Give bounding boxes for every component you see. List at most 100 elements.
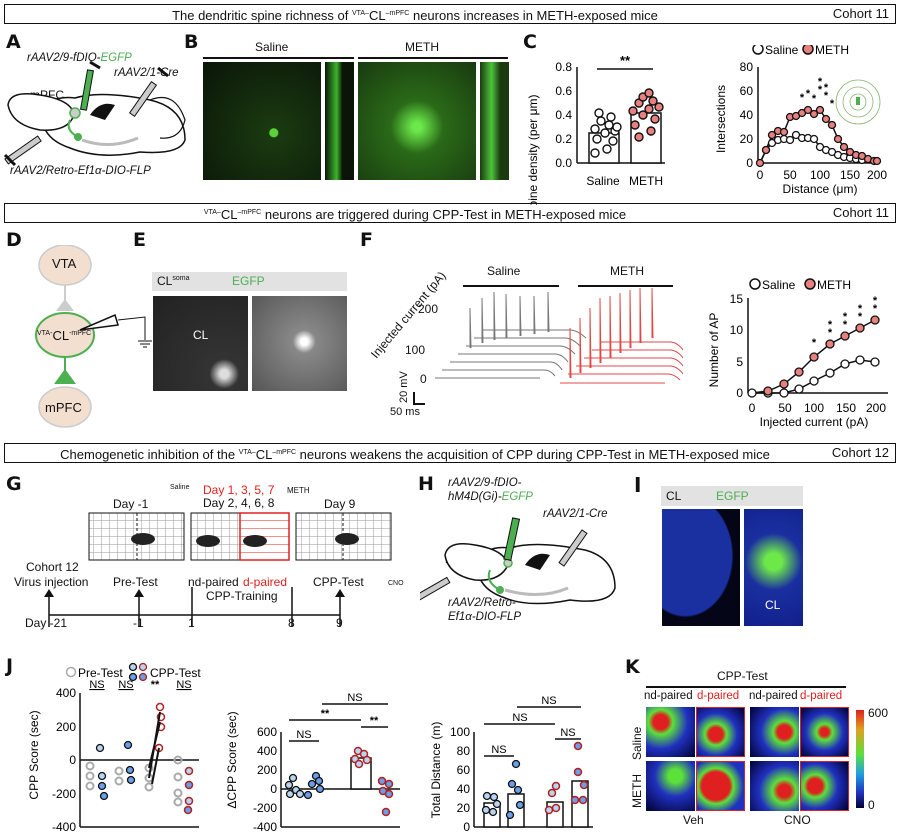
svg-text:*: * xyxy=(806,88,811,100)
panel-letter-b: B xyxy=(184,31,199,53)
banner-title: The dendritic spine richness of VTA–CL–m… xyxy=(5,5,825,24)
virus-label-flp-a: rAAV2/Retro- xyxy=(448,597,516,609)
svg-text:60: 60 xyxy=(457,763,471,777)
tick: 200 xyxy=(418,302,439,316)
heatmap-cell xyxy=(646,707,695,757)
text: EGFP xyxy=(501,491,533,503)
row-meth: METH xyxy=(630,774,644,808)
svg-text:Total Distance (m): Total Distance (m) xyxy=(429,722,443,819)
banner-text: Chemogenetic inhibition of the xyxy=(60,447,239,462)
svg-text:**: ** xyxy=(151,679,160,691)
micrograph-saline xyxy=(203,62,321,180)
panel-letter-a: A xyxy=(6,31,21,53)
cohort-label: Cohort 11 xyxy=(832,6,889,21)
y-axis-label: Spine density (per μm) xyxy=(526,95,540,205)
heatmap-cell xyxy=(696,761,745,811)
micrograph-cl-soma xyxy=(153,296,248,391)
banner-text: CL xyxy=(369,8,386,23)
svg-text:200: 200 xyxy=(257,763,277,777)
svg-text:NS: NS xyxy=(560,727,575,739)
scale-bar xyxy=(413,403,425,405)
cohort-label: Cohort 12 xyxy=(831,445,889,460)
d-paired-label: d-paired xyxy=(243,575,288,589)
text: rAAV2/9-fDIO- xyxy=(27,52,101,64)
svg-text:*: * xyxy=(858,311,863,323)
tick: 0 xyxy=(420,372,427,386)
svg-text:200: 200 xyxy=(866,401,886,415)
svg-text:5: 5 xyxy=(736,355,743,369)
nd-paired-label: nd-paired xyxy=(188,575,239,589)
node-vta: VTA xyxy=(52,256,77,271)
chart-j: Pre-Test CPP-Test CPP Score (sec) 400200… xyxy=(27,662,593,834)
svg-text:NS: NS xyxy=(347,692,362,704)
svg-text:*: * xyxy=(818,84,823,96)
chart-c: Spine density (per μm) 0.0 0.2 0.4 0.6 0.8 *… xyxy=(526,45,887,205)
svg-text:0.4: 0.4 xyxy=(555,108,572,122)
svg-text:METH: METH xyxy=(629,174,663,188)
col-d-paired: d-paired xyxy=(800,690,843,702)
banner-title: VTA–CL–mPFC neurons are triggered during… xyxy=(5,204,825,223)
svg-text:-400: -400 xyxy=(253,820,277,834)
svg-text:200: 200 xyxy=(867,168,887,182)
brain-diagram-a xyxy=(3,60,186,167)
svg-text:100: 100 xyxy=(450,725,470,739)
node-vta-cl-mpfc: VTA-CL-mPFC xyxy=(37,328,91,343)
group-bar xyxy=(203,57,354,59)
sup: –mPFC xyxy=(272,449,297,456)
svg-text:80: 80 xyxy=(457,744,471,758)
row-saline: Saline xyxy=(630,726,644,760)
svg-text:*: * xyxy=(812,337,817,349)
header-bar-i xyxy=(661,486,803,506)
panel-letter-i: I xyxy=(634,473,642,497)
svg-text:NS: NS xyxy=(176,679,191,691)
svg-text:**: ** xyxy=(321,708,330,720)
svg-text:*: * xyxy=(830,98,835,110)
svg-text:40: 40 xyxy=(740,108,754,122)
spike-traces xyxy=(435,288,684,384)
banner-text: neurons are triggered during CPP-Test in… xyxy=(261,207,627,222)
day-pretest: Day -1 xyxy=(113,497,149,511)
heatmap-cell xyxy=(750,761,799,811)
svg-text:*: * xyxy=(812,93,817,105)
svg-text:CPP-Test: CPP-Test xyxy=(150,666,201,680)
svg-text:NS: NS xyxy=(89,679,104,691)
text: CL xyxy=(157,274,173,288)
svg-text:*: * xyxy=(828,319,833,331)
banner-text: CL xyxy=(255,447,273,462)
svg-text:100: 100 xyxy=(804,401,824,415)
trace-group-saline: Saline xyxy=(487,264,521,278)
svg-text:Saline: Saline xyxy=(765,45,799,57)
injection-label-saline: Saline xyxy=(170,484,190,491)
cpp-apparatus-diagram xyxy=(88,512,392,561)
svg-text:Number of AP: Number of AP xyxy=(707,313,721,388)
pretest-label: Pre-Test xyxy=(113,575,158,589)
svg-text:0: 0 xyxy=(69,753,76,767)
micrograph-meth-zoom xyxy=(480,62,509,180)
scale-max-label: 600 xyxy=(868,706,889,720)
heatmap-cell xyxy=(800,707,849,757)
trace-group-meth: METH xyxy=(610,264,644,278)
panel-letter-g: G xyxy=(6,473,22,495)
heatmap-cell xyxy=(800,761,849,811)
cohort-label: Cohort 11 xyxy=(832,205,889,220)
sup: –mPFC xyxy=(385,10,410,17)
group-bar xyxy=(578,285,673,287)
svg-text:400: 400 xyxy=(257,744,277,758)
panel-letter-d: D xyxy=(6,229,22,251)
virus-injection-label: Virus injection xyxy=(14,575,89,589)
injection-label-meth: METH xyxy=(287,486,310,495)
sup: soma xyxy=(172,275,190,282)
heatmap-cell xyxy=(750,707,799,757)
cohort-12-label: Cohort 12 xyxy=(26,560,79,574)
timeline-tick: -1 xyxy=(133,616,144,630)
timeline-tick: 8 xyxy=(288,616,295,630)
sup: -mPFC xyxy=(69,330,92,337)
timeline-tick: 1 xyxy=(188,616,195,630)
virus-label-hm4d-b: hM4D(Gi)-EGFP xyxy=(448,491,533,503)
virus-label-flp-b: Ef1α-DIO-FLP xyxy=(448,611,522,623)
virus-label-cre: rAAV2/1-Cre xyxy=(543,508,608,520)
micrograph-saline-zoom xyxy=(325,62,354,180)
group-bar xyxy=(358,57,508,59)
svg-text:600: 600 xyxy=(257,725,277,739)
col-nd-paired: nd-paired xyxy=(749,690,798,702)
